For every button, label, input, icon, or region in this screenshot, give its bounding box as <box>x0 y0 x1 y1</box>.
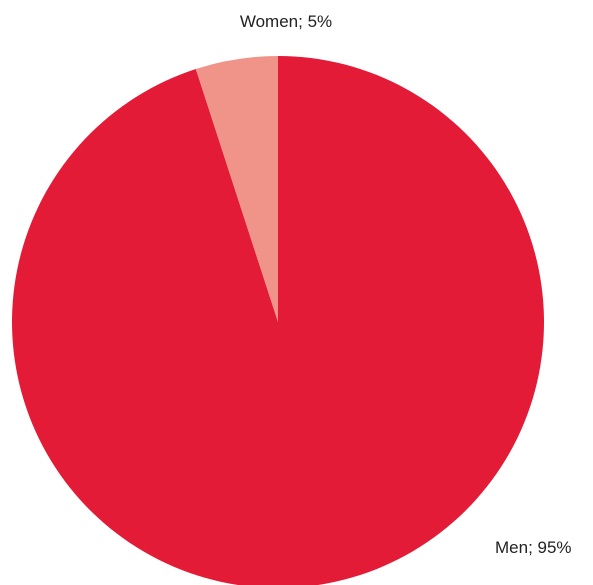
pie-slice-men <box>12 56 544 585</box>
slice-label-women: Women; 5% <box>240 12 332 31</box>
pie-labels: Women; 5% Men; 95% <box>240 12 572 557</box>
slice-label-men: Men; 95% <box>495 538 572 557</box>
pie-slices <box>12 56 544 585</box>
pie-slice-women <box>195 56 278 322</box>
